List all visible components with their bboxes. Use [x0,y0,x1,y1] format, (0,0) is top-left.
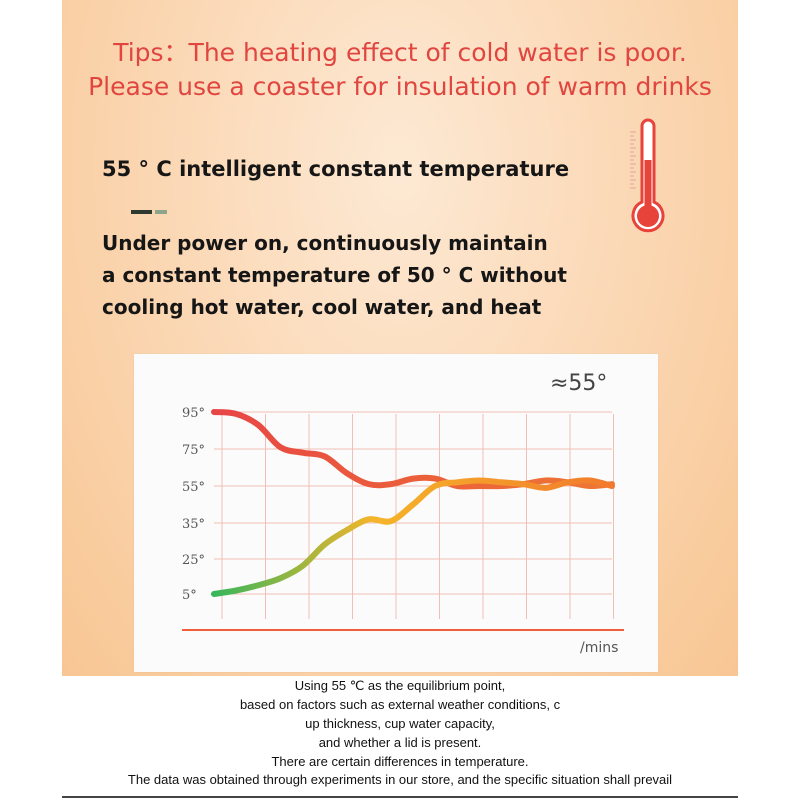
y-tick-label: 35° [182,517,205,532]
series-line-2 [211,477,615,597]
caption-line-2: based on factors such as external weathe… [239,697,561,712]
caption: Using 55 ℃ as the equilibrium point, bas… [62,676,738,771]
headline: 55 ° C intelligent constant temperature [102,157,570,181]
footnote: The data was obtained through experiment… [127,772,673,787]
thermometer-icon [626,116,670,242]
divider-light-segment [155,210,167,214]
y-tick-label: 95° [182,406,205,421]
chart-grid [214,411,614,619]
chart-svg: 95° 75° 55° 35° 25° 5° /mins ≈55° [182,371,624,656]
y-tick-label: 5° [182,588,197,603]
x-axis-label: /mins [580,640,618,656]
equilibrium-annotation: ≈55° [550,371,607,396]
bottom-divider [62,796,738,798]
caption-line-1: Using 55 ℃ as the equilibrium point, [294,678,506,693]
description: Under power on, continuously maintain a … [102,227,567,323]
caption-line-5: There are certain differences in tempera… [271,754,529,769]
description-line-1: Under power on, continuously maintain [102,231,548,255]
y-tick-label: 25° [182,553,205,568]
description-line-2: a constant temperature of 50 ° C without [102,263,567,287]
temperature-chart: 95° 75° 55° 35° 25° 5° /mins ≈55° [134,354,658,672]
divider-dark-segment [131,210,152,214]
tips-line-2: Please use a coaster for insulation of w… [88,72,712,101]
description-line-3: cooling hot water, cool water, and heat [102,295,542,319]
series-line-1 [211,409,615,490]
caption-line-4: and whether a lid is present. [318,735,482,750]
tips-banner: Tips：The heating effect of cold water is… [62,36,738,104]
caption-line-3: up thickness, cup water capacity, [305,716,495,731]
y-tick-label: 75° [182,443,205,458]
y-tick-label: 55° [182,480,205,495]
tips-line-1: Tips：The heating effect of cold water is… [113,38,687,67]
headline-divider [131,210,167,214]
